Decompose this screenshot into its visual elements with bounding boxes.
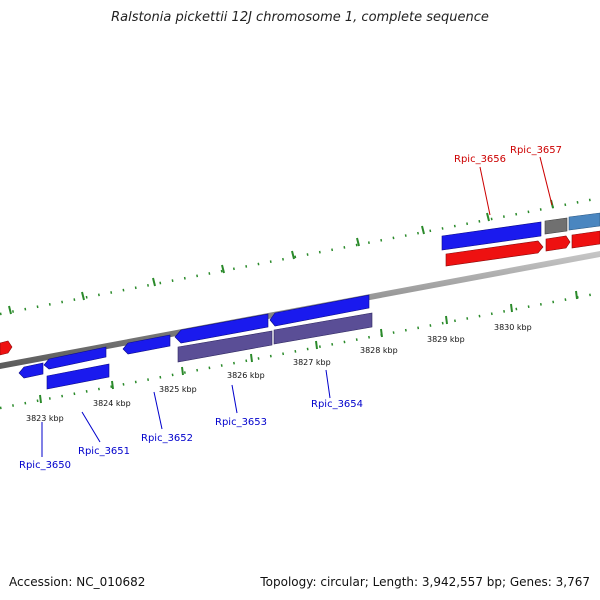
inner-major-tick <box>445 315 448 325</box>
outer-major-tick <box>81 291 85 301</box>
gene-arrow-rpic-3654-lower[interactable] <box>273 312 373 345</box>
tick-label: 3823 kbp <box>26 414 64 423</box>
gene-label-rpic-3653[interactable]: Rpic_3653 <box>215 417 267 428</box>
gene-arrow-rpic-3654-upper[interactable] <box>269 294 370 327</box>
tick-label: 3826 kbp <box>227 371 265 380</box>
tick-label: 3830 kbp <box>494 323 532 332</box>
tick-label: 3828 kbp <box>360 346 398 355</box>
genome-summary-text: Topology: circular; Length: 3,942,557 bp… <box>260 575 590 589</box>
tick-label: 3827 kbp <box>293 358 331 367</box>
tick-label: 3824 kbp <box>93 399 131 408</box>
gene-arrow-red-3656-lower[interactable] <box>445 240 544 267</box>
leader-line-rpic-3652 <box>153 391 163 430</box>
gene-arrow-rpic-3653-upper[interactable] <box>174 313 269 344</box>
gene-arrow-rpic-3656[interactable] <box>441 221 542 251</box>
outer-major-tick <box>291 250 295 260</box>
inner-major-tick <box>39 394 42 404</box>
gene-label-rpic-3650[interactable]: Rpic_3650 <box>19 460 71 471</box>
inner-major-tick <box>575 290 578 300</box>
gene-label-rpic-3654[interactable]: Rpic_3654 <box>311 399 363 410</box>
outer-major-tick <box>356 237 360 247</box>
gene-arrow-red-3657-lower-a[interactable] <box>545 235 571 252</box>
outer-major-tick <box>152 277 156 287</box>
inner-major-tick <box>380 328 383 338</box>
tick-label: 3825 kbp <box>159 385 197 394</box>
leader-line-rpic-3656 <box>479 166 491 216</box>
leader-line-rpic-3653 <box>231 384 238 414</box>
inner-major-ticks <box>39 290 578 404</box>
gene-labels: Rpic_3650 Rpic_3651 Rpic_3652 Rpic_3653 … <box>19 145 562 471</box>
inner-major-tick <box>111 380 114 390</box>
outer-major-tick <box>486 212 490 222</box>
accession-text: Accession: NC_010682 <box>9 575 146 589</box>
gene-arrow-rpic-3651-upper[interactable] <box>43 346 107 370</box>
inner-major-tick <box>250 353 253 363</box>
outer-major-tick <box>221 264 225 274</box>
tick-labels: 3823 kbp 3824 kbp 3825 kbp 3826 kbp 3827… <box>26 323 532 423</box>
inner-major-tick <box>315 340 318 350</box>
gene-arrow-rpic-3653-lower[interactable] <box>177 330 273 363</box>
gene-label-rpic-3652[interactable]: Rpic_3652 <box>141 433 193 444</box>
tick-label: 3829 kbp <box>427 335 465 344</box>
gene-arrow-rpic-3652[interactable] <box>122 334 171 355</box>
gene-label-rpic-3651[interactable]: Rpic_3651 <box>78 446 130 457</box>
gene-label-rpic-3657[interactable]: Rpic_3657 <box>510 145 562 156</box>
gene-arrow-red-left[interactable] <box>0 340 13 356</box>
gene-arrow-rpic-3651-lower[interactable] <box>46 363 110 390</box>
leader-line-rpic-3657 <box>539 156 553 206</box>
outer-major-tick <box>421 225 425 235</box>
gene-label-leaders <box>41 156 553 457</box>
gene-arrow-gray[interactable] <box>544 217 568 235</box>
inner-major-tick <box>510 303 513 313</box>
outer-major-tick <box>8 305 12 315</box>
leader-line-rpic-3651 <box>81 411 101 443</box>
gene-arrow-steelblue[interactable] <box>568 212 600 231</box>
leader-line-rpic-3654 <box>325 369 331 399</box>
gene-label-rpic-3656[interactable]: Rpic_3656 <box>454 154 506 165</box>
inner-major-tick <box>181 366 184 376</box>
page-title: Ralstonia pickettii 12J chromosome 1, co… <box>111 10 489 25</box>
gene-arrow-rpic-3650[interactable] <box>18 362 44 379</box>
gene-arrow-red-3657-lower-b[interactable] <box>571 230 600 249</box>
